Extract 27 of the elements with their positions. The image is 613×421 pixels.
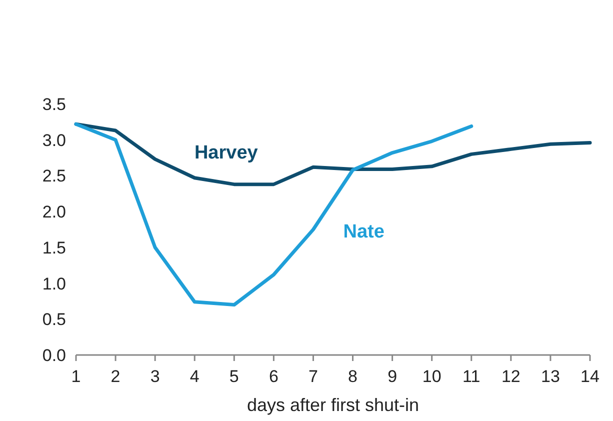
line-series bbox=[74, 122, 592, 186]
y-tick-label: 3.0 bbox=[42, 130, 66, 150]
x-tick-label: 6 bbox=[268, 367, 278, 386]
x-tick-label: 5 bbox=[229, 367, 239, 386]
series-label: Nate bbox=[343, 222, 384, 242]
x-tick-label: 12 bbox=[501, 367, 520, 386]
x-tick-label: 2 bbox=[110, 367, 120, 386]
y-tick-label: 2.5 bbox=[42, 166, 66, 186]
x-tick-label: 4 bbox=[190, 367, 200, 386]
x-tick-label: 8 bbox=[348, 367, 358, 386]
series-label: Harvey bbox=[194, 142, 258, 164]
x-tick-label: 14 bbox=[580, 367, 600, 386]
line-series bbox=[74, 122, 474, 307]
x-axis-title: days after first shut-in bbox=[246, 395, 420, 415]
x-tick-label: 11 bbox=[462, 367, 480, 386]
x-tick-label: 1 bbox=[71, 367, 81, 386]
y-tick-label: 0.0 bbox=[42, 346, 66, 365]
x-tick-label: 3 bbox=[150, 367, 160, 386]
y-tick-label: 3.5 bbox=[42, 95, 66, 114]
x-tick-label: 7 bbox=[308, 367, 318, 386]
x-tick-label: 10 bbox=[422, 367, 442, 386]
x-tick-label: 13 bbox=[541, 367, 560, 386]
y-tick-label: 1.0 bbox=[42, 274, 66, 294]
y-tick-label: 1.5 bbox=[42, 238, 66, 258]
y-tick-label: 0.5 bbox=[42, 310, 66, 330]
x-tick-label: 9 bbox=[388, 367, 398, 386]
y-tick-label: 2.0 bbox=[42, 202, 66, 222]
